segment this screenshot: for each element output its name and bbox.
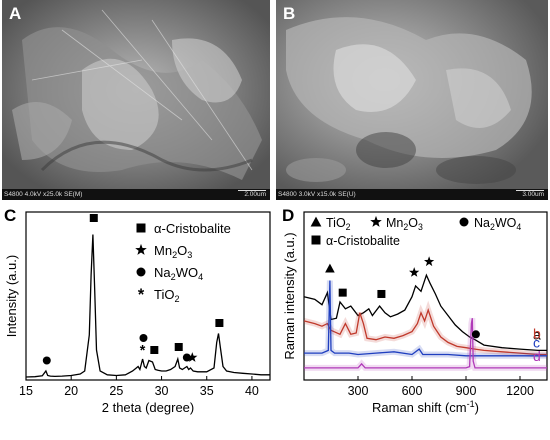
sem-image-a: S4800 4.0kV x25.0k SE(M) 2.00um A: [2, 0, 270, 200]
legend-marker-square: [311, 235, 321, 245]
peak-marker-square: [377, 289, 386, 298]
legend-marker-star: [370, 215, 382, 227]
x-tick-label: 25: [109, 384, 123, 398]
series-line-d: [304, 318, 547, 369]
legend-marker-square: [136, 223, 146, 233]
legend-label: Mn2O3: [386, 216, 423, 232]
scale-value-b: 3.00um: [522, 191, 544, 198]
peak-marker-square: [89, 214, 98, 222]
peak-marker-star: [187, 352, 198, 362]
series-line-0: [25, 234, 270, 378]
panel-label-c: C: [4, 206, 17, 225]
sem-info-bar-a: S4800 4.0kV x25.0k SE(M) 2.00um: [2, 189, 270, 200]
series-label-a: a: [533, 327, 541, 343]
sem-texture-a: [2, 0, 270, 200]
legend-marker-circle: [136, 267, 146, 277]
x-tick-label: 900: [456, 384, 477, 398]
sem-image-b: S4800 3.0kV x15.0k SE(U) 3.00um B: [276, 0, 548, 200]
x-tick-label: 1200: [506, 384, 534, 398]
panel-label-d: D: [282, 206, 295, 225]
legend-label: Na2WO4: [154, 265, 203, 282]
scale-bar-a: [238, 190, 266, 191]
x-tick-label: 300: [348, 384, 369, 398]
x-tick-label: 40: [245, 384, 259, 398]
sem-texture-b: [276, 0, 548, 200]
legend-label: TiO2: [326, 216, 351, 232]
peak-marker-square: [174, 343, 183, 351]
x-tick-label: 20: [64, 384, 78, 398]
legend-label: α-Cristobalite: [326, 234, 400, 248]
legend-marker-triangle: [310, 216, 322, 227]
series-label-d: d: [533, 348, 541, 364]
peak-marker-star: [409, 267, 420, 277]
peak-marker-circle: [471, 330, 480, 339]
plot-frame: [25, 211, 271, 381]
sem-params-a: S4800 4.0kV x25.0k SE(M): [4, 191, 83, 198]
panel-label-b: B: [283, 4, 296, 23]
x-tick-label: 600: [402, 384, 423, 398]
peak-marker-circle: [182, 353, 191, 362]
legend-label: Mn2O3: [154, 243, 192, 260]
legend-label: Na2WO4: [474, 216, 521, 232]
legend-marker-asterisk: *: [138, 286, 145, 304]
series-label-b: b: [533, 325, 541, 341]
peak-marker-star: [424, 256, 435, 267]
peak-marker-square: [150, 346, 159, 354]
x-tick-label: 30: [155, 384, 169, 398]
peak-marker-triangle: [325, 263, 335, 273]
sem-params-b: S4800 3.0kV x15.0k SE(U): [278, 191, 356, 198]
panel-label-a: A: [9, 4, 22, 23]
series-line-c: [304, 280, 547, 357]
peak-marker-circle: [42, 356, 51, 365]
legend-label: α-Cristobalite: [154, 221, 231, 236]
xrd-chart: 15 20 25 30 35 40 2 theta (degree) Intensity (a…: [4, 211, 271, 415]
plot-frame: [303, 211, 548, 381]
series-label-c: c: [533, 335, 540, 351]
legend-marker-star: [135, 243, 147, 255]
peak-marker-square: [215, 319, 224, 327]
peak-marker-square: [338, 288, 347, 297]
scale-value-a: 2.00um: [244, 191, 266, 198]
legend-label: TiO2: [154, 287, 180, 304]
x-axis-label: Raman shift (cm-1): [372, 399, 479, 415]
peak-marker-circle: [139, 334, 148, 342]
scale-bar-b: [516, 190, 544, 191]
peak-marker-asterisk: *: [140, 343, 146, 359]
y-axis-label: Intensity (a.u.): [4, 255, 19, 337]
y-axis-label: Raman intensity (a.u.): [282, 232, 297, 359]
x-tick-label: 15: [19, 384, 33, 398]
sem-info-bar-b: S4800 3.0kV x15.0k SE(U) 3.00um: [276, 189, 548, 200]
x-axis-label: 2 theta (degree): [102, 400, 195, 415]
x-tick-label: 35: [200, 384, 214, 398]
raman-chart: 300 600 900 1200 Raman shift (cm-1) Raman int…: [282, 211, 548, 415]
legend-marker-circle: [459, 217, 469, 227]
